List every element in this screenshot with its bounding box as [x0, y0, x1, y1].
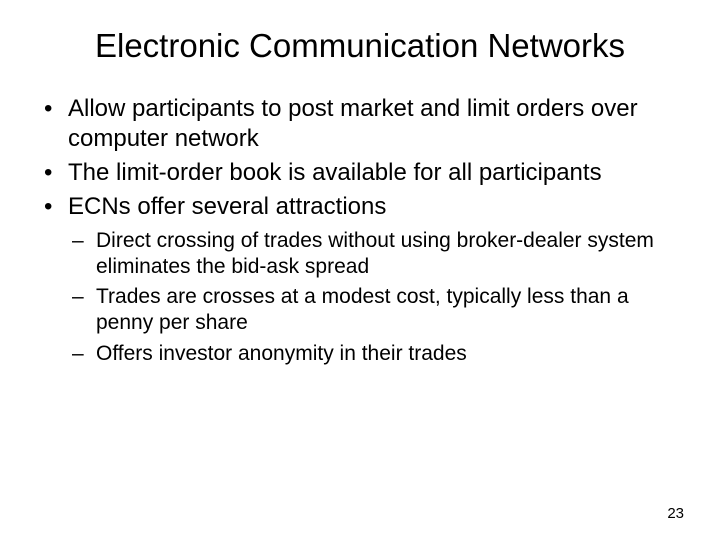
list-item: Allow participants to post market and li… — [36, 94, 684, 154]
sub-bullet-list: Direct crossing of trades without using … — [36, 228, 684, 367]
bullet-list: Allow participants to post market and li… — [36, 94, 684, 222]
list-item: The limit-order book is available for al… — [36, 158, 684, 188]
page-number: 23 — [667, 505, 684, 522]
slide: Electronic Communication Networks Allow … — [0, 0, 720, 540]
list-item: Direct crossing of trades without using … — [36, 228, 684, 281]
list-item: ECNs offer several attractions — [36, 192, 684, 222]
slide-title: Electronic Communication Networks — [36, 26, 684, 66]
list-item: Offers investor anonymity in their trade… — [36, 341, 684, 367]
list-item: Trades are crosses at a modest cost, typ… — [36, 284, 684, 337]
